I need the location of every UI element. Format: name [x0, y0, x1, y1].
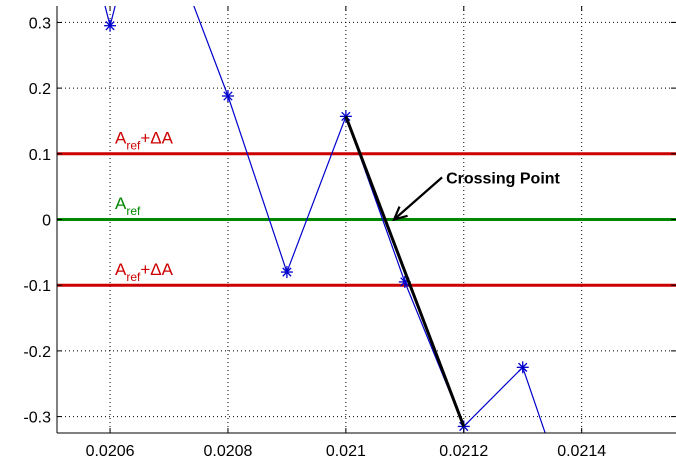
reference-label: Aref+ΔA — [115, 260, 174, 284]
reference-label: Aref — [115, 194, 141, 218]
annotation-text: Crossing Point — [446, 170, 560, 187]
y-ticks: 0.3 0.2 0.1 0 -0.1 -0.2 -0.3 — [23, 15, 676, 427]
x-tick-label: 0.0206 — [86, 443, 135, 460]
reference-label: Aref+ΔA — [115, 128, 174, 152]
x-tick-label: 0.021 — [326, 443, 366, 460]
x-tick-label: 0.0212 — [439, 443, 488, 460]
data-point-marker — [221, 89, 234, 102]
series-line-segment — [193, 6, 546, 433]
reference-label-subscript: ref — [126, 204, 141, 218]
reference-label-subscript: ref — [126, 138, 141, 152]
interpolation-line — [344, 115, 466, 427]
y-tick-label: -0.2 — [23, 344, 51, 361]
reference-label-main: A — [115, 128, 127, 147]
y-tick-label: 0.2 — [29, 81, 51, 98]
y-tick-label: -0.3 — [23, 410, 51, 427]
reference-label-suffix: +ΔA — [140, 260, 173, 279]
x-ticks: 0.0206 0.0208 0.021 0.0212 0.0214 — [86, 6, 606, 460]
annotation-arrow-head — [392, 206, 408, 222]
data-point-marker — [104, 19, 117, 32]
y-tick-label: 0.1 — [29, 147, 51, 164]
annotation-arrow-shaft — [393, 176, 443, 221]
data-point-marker — [280, 266, 293, 279]
x-tick-label: 0.0214 — [557, 443, 606, 460]
reference-label-main: A — [115, 194, 127, 213]
reference-label-subscript: ref — [126, 270, 141, 284]
y-tick-label: -0.1 — [23, 278, 51, 295]
interpolation-segment — [344, 115, 466, 427]
crossing-annotation: Crossing Point — [392, 170, 561, 222]
data-series — [104, 6, 546, 433]
reference-label-suffix: +ΔA — [140, 128, 173, 147]
data-point-marker — [516, 361, 529, 374]
reference-label-main: A — [115, 260, 127, 279]
y-tick-label: 0 — [42, 213, 51, 230]
x-tick-label: 0.0208 — [203, 443, 252, 460]
y-tick-label: 0.3 — [29, 15, 51, 32]
